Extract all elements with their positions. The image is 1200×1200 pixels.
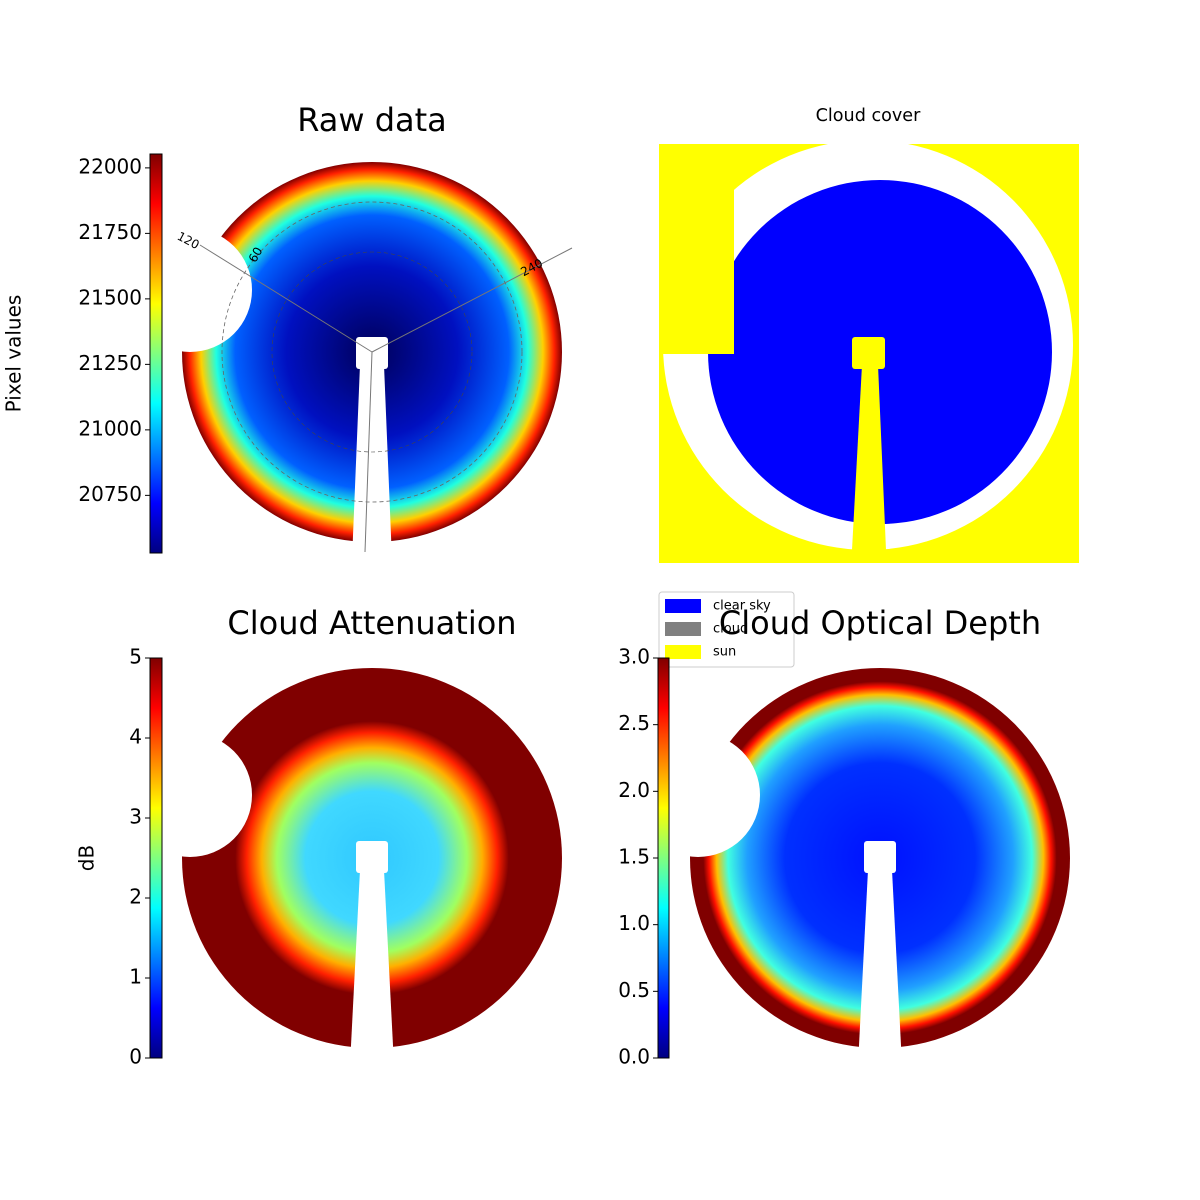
legend-label: clear sky <box>713 599 771 614</box>
colorbar-tick-label: 2 <box>129 885 142 909</box>
colorbar-tick-label: 3.0 <box>618 645 650 669</box>
legend-swatch <box>665 622 701 636</box>
attenuation-image <box>128 668 562 1065</box>
legend-swatch <box>665 645 701 659</box>
colorbar <box>657 657 670 1059</box>
legend-label: cloud <box>713 622 748 637</box>
colorbar-tick-label: 0.0 <box>618 1045 650 1069</box>
panel-title: Cloud cover <box>816 106 922 126</box>
legend-swatch <box>665 599 701 613</box>
panel-title: Raw data <box>297 101 447 139</box>
colorbar <box>149 153 163 554</box>
colorbar-label: Pixel values <box>2 295 26 413</box>
colorbar-tick-label: 2.0 <box>618 778 650 802</box>
colorbar-tick-label: 5 <box>129 645 142 669</box>
colorbar-tick-label: 0 <box>129 1045 142 1069</box>
panel-title: Cloud Attenuation <box>227 604 516 642</box>
polar-label: 60 <box>246 245 266 265</box>
colorbar-tick-label: 1 <box>129 965 142 989</box>
optical-depth-image <box>636 668 1070 1065</box>
colorbar-tick-label: 21000 <box>78 416 142 440</box>
legend-label: sun <box>713 645 736 660</box>
colorbar-tick-label: 1.5 <box>618 845 650 869</box>
panel-title: Cloud Optical Depth <box>719 604 1041 642</box>
colorbar-tick-label: 0.5 <box>618 978 650 1002</box>
colorbar-tick-label: 22000 <box>78 154 142 178</box>
colorbar-tick-label: 21250 <box>78 351 142 375</box>
cloud-cover-image <box>659 140 1079 563</box>
colorbar-tick-label: 20750 <box>78 482 142 506</box>
colorbar <box>149 657 163 1059</box>
colorbar-tick-label: 1.0 <box>618 911 650 935</box>
colorbar-tick-label: 2.5 <box>618 711 650 735</box>
colorbar-tick-label: 21750 <box>78 220 142 244</box>
raw-image <box>128 162 573 560</box>
colorbar-tick-label: 3 <box>129 805 142 829</box>
colorbar-label: dB <box>75 845 99 871</box>
colorbar-tick-label: 21500 <box>78 285 142 309</box>
colorbar-tick-label: 4 <box>129 725 142 749</box>
